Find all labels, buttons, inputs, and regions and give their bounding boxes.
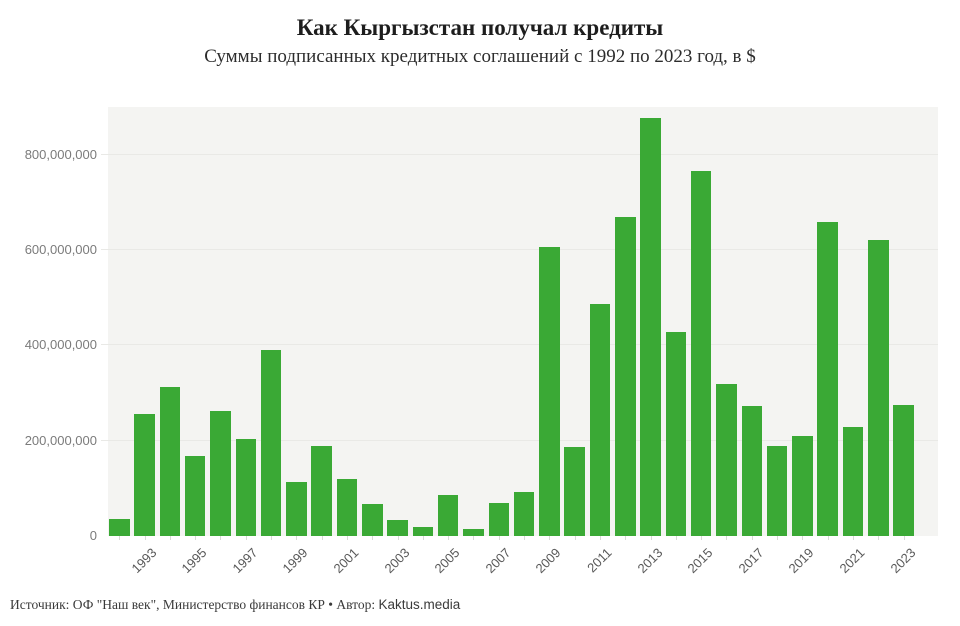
y-axis-label: 400,000,000 [24, 337, 97, 353]
bar-2007[interactable] [488, 502, 509, 536]
bar-2000[interactable] [311, 446, 332, 536]
x-axis-tick [296, 536, 298, 540]
x-axis-tick [599, 536, 601, 540]
bar-2016[interactable] [716, 384, 737, 536]
bar-1999[interactable] [286, 481, 307, 536]
x-axis-tick [878, 536, 880, 540]
x-axis-tick [397, 536, 399, 540]
x-axis-tick [549, 536, 551, 540]
x-axis-tick [144, 536, 146, 540]
bar-2005[interactable] [437, 494, 459, 536]
bar-chart: 0 200,000,000 400,000,000 600,000,000 800,00… [25, 107, 938, 576]
x-axis-tick [726, 536, 728, 540]
x-axis-label-2017: 2017 [735, 545, 767, 577]
bar-2015[interactable] [690, 171, 712, 536]
bar-2014[interactable] [665, 332, 687, 536]
x-axis-label-2021: 2021 [836, 545, 868, 577]
bar-1994[interactable] [159, 387, 181, 536]
y-axis: 0 200,000,000 400,000,000 600,000,000 800,00… [0, 107, 97, 543]
bar-2009[interactable] [539, 246, 560, 536]
x-axis-tick [271, 536, 273, 540]
x-axis-tick [675, 536, 677, 540]
x-axis-tick [346, 536, 348, 540]
x-axis-tick [220, 536, 222, 540]
x-axis-label-2013: 2013 [634, 545, 666, 577]
bar-1996[interactable] [210, 411, 231, 536]
x-axis-tick [625, 536, 627, 540]
gridline-200,000,000 [101, 439, 938, 441]
y-axis-label: 0 [89, 528, 97, 543]
x-axis-tick [701, 536, 703, 540]
source-text: Источник: ОФ "Наш век", Министерство фин… [10, 597, 379, 612]
x-axis-label-2015: 2015 [684, 545, 716, 577]
source-footer: Источник: ОФ "Наш век", Министерство фин… [10, 597, 460, 613]
x-axis-label-2005: 2005 [431, 545, 463, 577]
bar-2004[interactable] [412, 527, 434, 536]
bar-2020[interactable] [817, 221, 838, 536]
x-axis-tick [524, 536, 526, 540]
gridline-800,000,000 [101, 153, 938, 155]
bar-2011[interactable] [589, 303, 611, 536]
x-axis-label-2003: 2003 [381, 545, 413, 577]
x-axis: 1993 1995 1997 1999 2001 2003 2005 2007 2009 2011… [108, 536, 938, 594]
bar-2002[interactable] [362, 503, 383, 536]
bar-2013[interactable] [640, 118, 661, 536]
bar-2006[interactable] [463, 529, 484, 536]
x-axis-tick [574, 536, 576, 540]
x-axis-label-2009: 2009 [532, 545, 564, 577]
x-axis-label-1997: 1997 [229, 545, 261, 577]
bar-2021[interactable] [842, 426, 864, 536]
y-axis-label: 200,000,000 [24, 432, 97, 448]
plot-area [101, 107, 938, 536]
bar-2010[interactable] [564, 447, 585, 536]
x-axis-tick [169, 536, 171, 540]
x-axis-tick [448, 536, 450, 540]
x-axis-tick [852, 536, 854, 540]
x-axis-tick [827, 536, 829, 540]
x-axis-tick [650, 536, 652, 540]
bar-2001[interactable] [336, 479, 358, 536]
x-axis-tick [372, 536, 374, 540]
bar-2017[interactable] [741, 406, 762, 536]
gridline-400,000,000 [101, 344, 938, 346]
bar-2019[interactable] [792, 436, 813, 536]
bar-2023[interactable] [893, 405, 914, 536]
bar-1995[interactable] [184, 455, 206, 536]
bar-2018[interactable] [766, 446, 788, 536]
bar-1993[interactable] [134, 414, 155, 536]
x-axis-tick [422, 536, 424, 540]
bar-2022[interactable] [868, 240, 889, 536]
x-axis-tick [245, 536, 247, 540]
chart-subtitle: Суммы подписанных кредитных соглашений с… [204, 46, 756, 67]
author-brand: Kaktus.media [378, 597, 461, 612]
x-axis-tick [777, 536, 779, 540]
x-axis-tick [195, 536, 197, 540]
bar-2008[interactable] [513, 491, 535, 536]
bar-1997[interactable] [235, 438, 256, 536]
gridline-600,000,000 [101, 249, 938, 250]
x-axis-label-2019: 2019 [785, 545, 817, 577]
chart-title: Как Кыргызстан получал кредиты [296, 15, 664, 40]
bar-1992[interactable] [109, 519, 130, 536]
x-axis-label-2023: 2023 [887, 545, 919, 577]
x-axis-tick [498, 536, 500, 540]
x-axis-tick [473, 536, 475, 540]
x-axis-tick [903, 536, 905, 540]
x-axis-label-1995: 1995 [178, 545, 210, 577]
x-axis-tick [119, 536, 121, 540]
x-axis-label-2001: 2001 [330, 545, 362, 577]
x-axis-label-1993: 1993 [128, 545, 160, 577]
x-axis-label-2007: 2007 [482, 545, 514, 577]
x-axis-tick [321, 536, 323, 540]
bar-2012[interactable] [615, 216, 636, 536]
x-axis-label-2011: 2011 [584, 545, 615, 576]
bar-2003[interactable] [387, 520, 408, 536]
y-axis-label: 600,000,000 [24, 242, 97, 257]
x-axis-label-1999: 1999 [279, 545, 311, 577]
x-axis-tick [751, 536, 753, 540]
bar-1998[interactable] [260, 350, 282, 536]
x-axis-tick [802, 536, 804, 540]
y-axis-label: 800,000,000 [24, 146, 97, 162]
